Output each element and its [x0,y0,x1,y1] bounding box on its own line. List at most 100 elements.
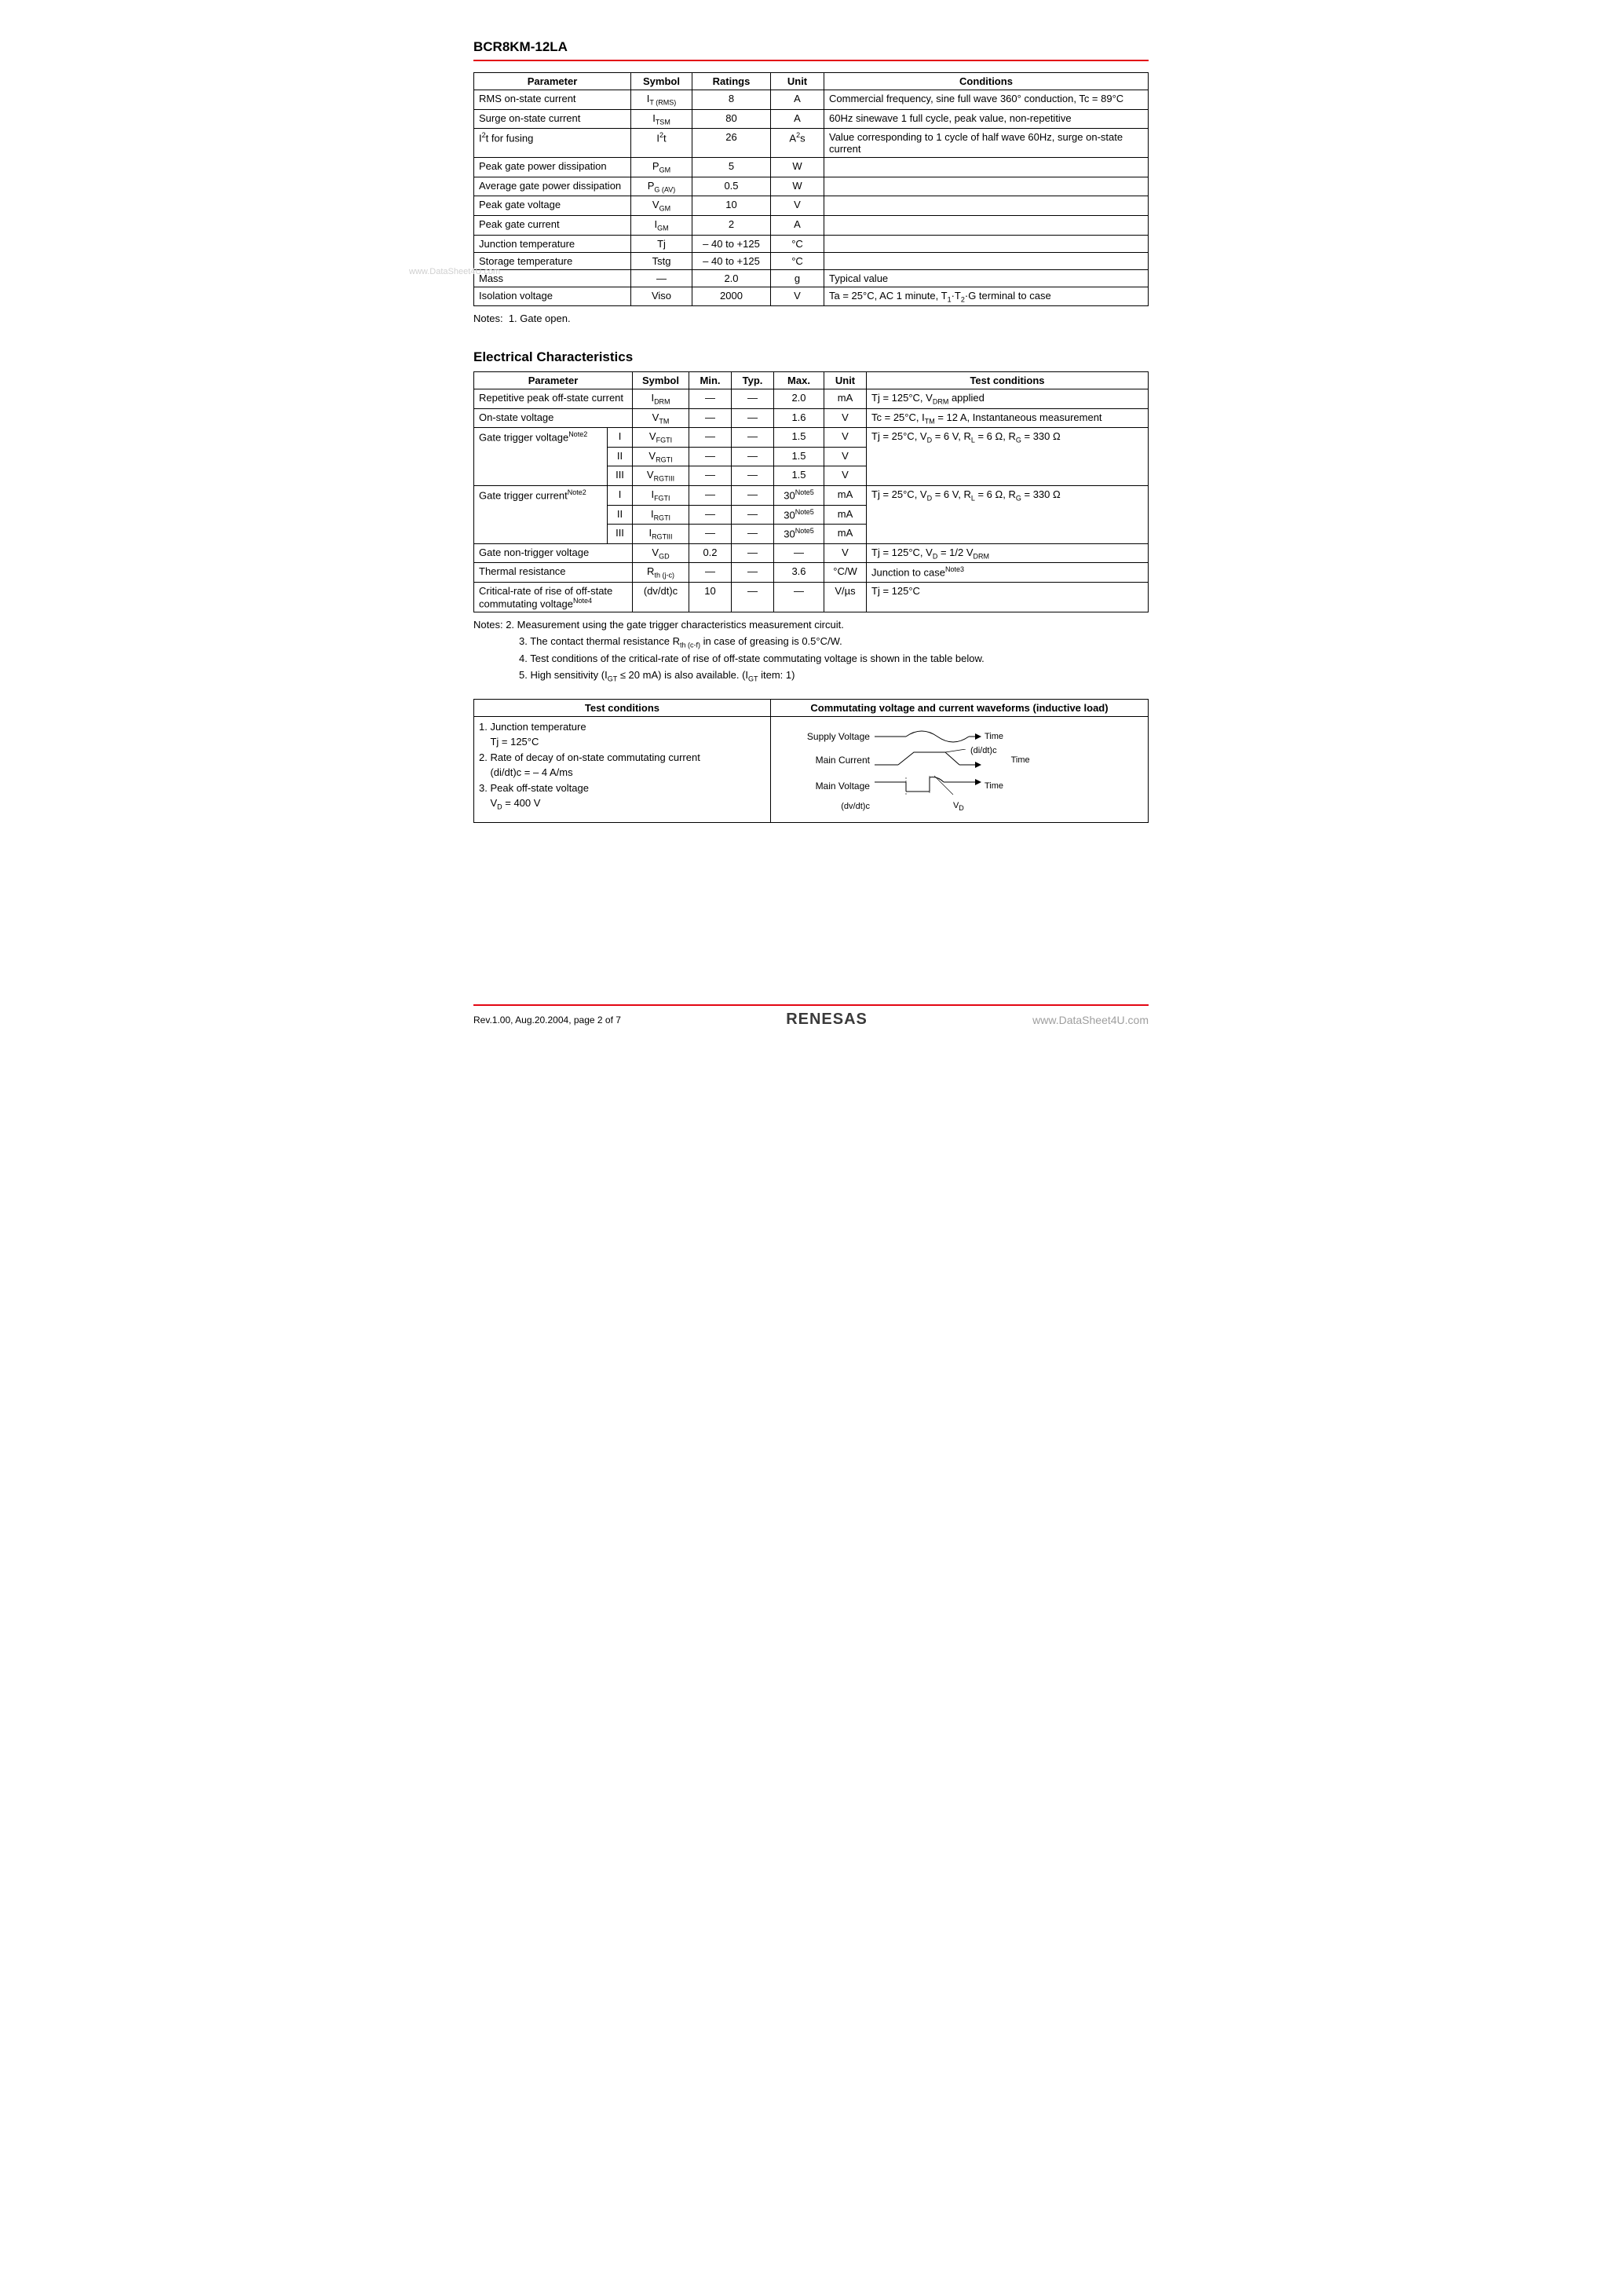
cell-symbol: VFGTI [633,428,689,448]
cell-conditions: Tj = 25°C, VD = 6 V, RL = 6 Ω, RG = 330 … [867,428,1149,486]
table-row: On-state voltageVTM——1.6VTc = 25°C, ITM … [474,408,1149,428]
cell-unit: A [771,215,824,235]
test-condition-line: VD = 400 V [479,795,765,813]
cell-param: Peak gate current [474,215,631,235]
notes-label: Notes: [473,313,503,324]
cell-param: Surge on-state current [474,109,631,129]
cell-max: 30Note5 [774,485,824,505]
cell-min: — [689,525,732,544]
cell-unit: V [824,543,867,563]
table-row: I2t for fusingI2t26A2sValue correspondin… [474,129,1149,158]
cell-conditions: 60Hz sinewave 1 full cycle, peak value, … [824,109,1149,129]
cell-param: Critical-rate of rise of off-state commu… [474,582,633,612]
table-row: Isolation voltageViso2000VTa = 25°C, AC … [474,287,1149,306]
cell-conditions: Tc = 25°C, ITM = 12 A, Instantaneous mea… [867,408,1149,428]
cell-max: 3.6 [774,563,824,583]
cell-param: On-state voltage [474,408,633,428]
cell-symbol: Tstg [631,252,692,269]
cell-symbol: IDRM [633,389,689,408]
cell-symbol: VTM [633,408,689,428]
waveform-label-dvdt: (dv/dt)c [784,802,875,811]
cell-ratings: 8 [692,90,771,110]
main-current-waveform-icon [875,749,985,771]
cell-unit: °C [771,252,824,269]
cell-ratings: 26 [692,129,771,158]
cell-typ: — [732,428,774,448]
cell-conditions: Tj = 125°C, VDRM applied [867,389,1149,408]
footer-rev: Rev.1.00, Aug.20.2004, page 2 of 7 [473,1015,621,1026]
cell-unit: A [771,90,824,110]
cell-ratings: 2000 [692,287,771,306]
cell-max: 30Note5 [774,505,824,525]
notes-label: Notes: [473,619,503,631]
cell-unit: mA [824,485,867,505]
table-row: Mass—2.0gTypical value [474,269,1149,287]
table-row: Peak gate power dissipationPGM5W [474,158,1149,177]
supply-voltage-waveform-icon [875,727,985,746]
time-label: Time [985,732,1003,741]
cell-ratings: 80 [692,109,771,129]
cell-max: 1.6 [774,408,824,428]
table-header: Max. [774,371,824,389]
cell-unit: W [771,158,824,177]
cell-symbol: I2t [631,129,692,158]
cell-unit: A [771,109,824,129]
cell-param: I2t for fusing [474,129,631,158]
table-row: Thermal resistanceRth (j-c)——3.6°C/WJunc… [474,563,1149,583]
cell-typ: — [732,447,774,466]
cell-conditions: Commercial frequency, sine full wave 360… [824,90,1149,110]
table-header: Parameter [474,73,631,90]
table-row: Critical-rate of rise of off-state commu… [474,582,1149,612]
cell-unit: A2s [771,129,824,158]
test-conditions-cell: 1. Junction temperature Tj = 125°C2. Rat… [474,716,771,822]
table-header: Parameter [474,371,633,389]
cell-unit: V [824,466,867,486]
cell-max: — [774,543,824,563]
table-row: Junction temperatureTj– 40 to +125°C [474,235,1149,252]
waveforms-cell: Supply Voltage Time Main Current [770,716,1148,822]
table-header: Unit [824,371,867,389]
cell-unit: °C/W [824,563,867,583]
cell-conditions: Tj = 25°C, VD = 6 V, RL = 6 Ω, RG = 330 … [867,485,1149,543]
cell-unit: V [771,287,824,306]
cell-param: Isolation voltage [474,287,631,306]
table-row: RMS on-state currentIT (RMS)8ACommercial… [474,90,1149,110]
electrical-characteristics-title: Electrical Characteristics [473,349,1149,365]
cell-unit: g [771,269,824,287]
cell-symbol: IRGTIII [633,525,689,544]
cell-ratings: 2 [692,215,771,235]
cell-symbol: (dv/dt)c [633,582,689,612]
notes-block-2: Notes: 2. Measurement using the gate tri… [473,617,1149,685]
cell-symbol: VRGTI [633,447,689,466]
cell-conditions: Value corresponding to 1 cycle of half w… [824,129,1149,158]
electrical-characteristics-table: ParameterSymbolMin.Typ.Max.UnitTest cond… [473,371,1149,612]
waveform-label-main-voltage: Main Voltage [784,781,875,792]
cell-min: — [689,408,732,428]
note-item: 2. Measurement using the gate trigger ch… [506,619,844,631]
cell-param: Junction temperature [474,235,631,252]
cell-param: Gate trigger currentNote2 [474,485,608,543]
cell-typ: — [732,485,774,505]
watermark-left: www.DataSheet4U.com [409,267,500,276]
cell-ratings: 10 [692,196,771,216]
table-row: Gate non-trigger voltageVGD0.2——VTj = 12… [474,543,1149,563]
cell-unit: V [771,196,824,216]
cell-typ: — [732,563,774,583]
cell-unit: V/µs [824,582,867,612]
test-condition-line: (di/dt)c = – 4 A/ms [479,765,765,781]
table-header: Symbol [631,73,692,90]
cell-conditions [824,215,1149,235]
cell-conditions: Tj = 125°C, VD = 1/2 VDRM [867,543,1149,563]
cell-param: RMS on-state current [474,90,631,110]
cell-mode: III [608,466,633,486]
test-condition-line: 1. Junction temperature [479,719,765,735]
table-header: Typ. [732,371,774,389]
main-voltage-waveform-icon [875,774,985,798]
cell-typ: — [732,466,774,486]
table-row: Peak gate currentIGM2A [474,215,1149,235]
cell-max: 1.5 [774,466,824,486]
cell-max: 30Note5 [774,525,824,544]
cell-typ: — [732,582,774,612]
cell-min: 0.2 [689,543,732,563]
cell-typ: — [732,389,774,408]
